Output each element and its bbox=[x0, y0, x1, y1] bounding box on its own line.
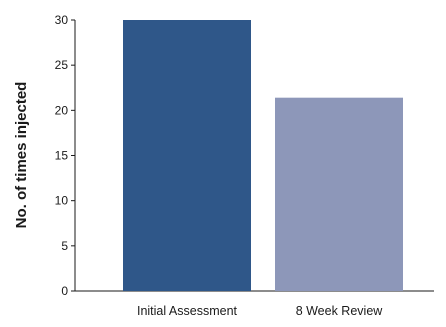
x-category-label: 8 Week Review bbox=[296, 304, 384, 318]
y-axis-ticks: 0 5 10 15 20 25 30 bbox=[55, 13, 75, 298]
bar-8-week-review bbox=[275, 97, 403, 291]
y-tick-label: 5 bbox=[61, 239, 68, 253]
y-tick-label: 0 bbox=[61, 284, 68, 298]
y-tick-label: 20 bbox=[55, 103, 69, 117]
bars bbox=[123, 20, 403, 291]
x-axis-labels: Initial Assessment 8 Week Review bbox=[137, 304, 383, 318]
y-tick-label: 25 bbox=[55, 58, 69, 72]
bar-initial-assessment bbox=[123, 20, 251, 291]
y-tick-label: 30 bbox=[55, 13, 69, 27]
y-tick-label: 15 bbox=[55, 149, 69, 163]
y-tick-label: 10 bbox=[55, 194, 69, 208]
y-axis-title: No. of times injected bbox=[13, 82, 30, 229]
x-category-label: Initial Assessment bbox=[137, 304, 238, 318]
